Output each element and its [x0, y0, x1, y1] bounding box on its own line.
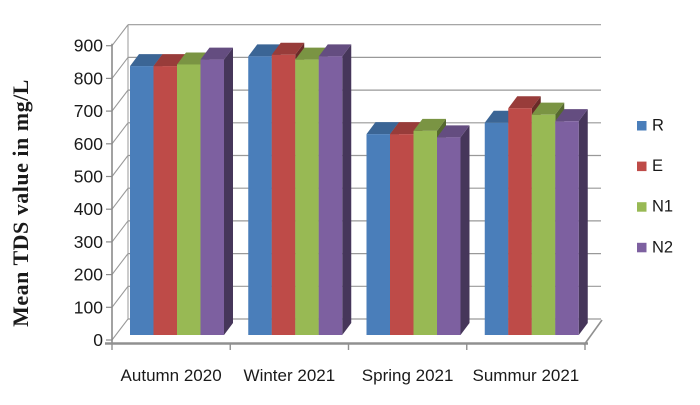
legend-swatch-N1 — [637, 202, 647, 212]
bar-R-3 — [484, 122, 509, 335]
bar-N1-3 — [531, 114, 556, 336]
bar-N2-1 — [318, 56, 343, 336]
plot-area: 0 100 200 300 400 500 600 700 800 900 Autumn 2020 W… — [74, 24, 673, 385]
y-tick-label: 500 — [74, 167, 103, 187]
y-tick-label: 200 — [74, 265, 103, 285]
bar-top-R-1 — [248, 44, 281, 57]
bar-E-0 — [153, 66, 177, 335]
bar-N1-0 — [177, 64, 201, 336]
bar-top-E-1 — [271, 42, 305, 55]
category-label-2: Spring 2021 — [362, 366, 454, 385]
legend-swatch-R — [637, 121, 647, 131]
tick-connector — [111, 285, 129, 308]
tick-connector — [111, 24, 129, 47]
tick-connector — [111, 155, 129, 177]
legend-label-R: R — [652, 117, 664, 135]
bar-top-N2-2 — [437, 125, 470, 138]
bar-top-N2-3 — [555, 109, 588, 122]
bar-E-3 — [508, 108, 532, 335]
bar-top-R-0 — [130, 54, 163, 67]
bar-side-N2-0 — [224, 47, 233, 335]
bar-top-N1-3 — [531, 102, 565, 115]
bar-top-N2-0 — [200, 47, 233, 60]
y-tick-label: 700 — [74, 101, 103, 121]
floor-right-edge — [583, 319, 603, 346]
bar-E-2 — [390, 134, 414, 335]
bar-N2-0 — [200, 59, 224, 335]
tick-connector — [111, 187, 129, 210]
legend-label-N2: N2 — [652, 238, 673, 256]
y-tick-label: 900 — [74, 36, 103, 56]
bar-top-N2-1 — [318, 44, 352, 57]
bar-N1-2 — [413, 130, 437, 335]
y-tick-label: 100 — [74, 297, 103, 317]
tick-connector — [111, 89, 129, 112]
bar-top-E-3 — [508, 96, 541, 109]
legend-label-E: E — [652, 157, 663, 175]
bar-side-N2-1 — [342, 44, 352, 336]
bar-top-N1-2 — [413, 118, 446, 131]
legend-swatch-N2 — [637, 242, 647, 253]
tick-connector — [111, 57, 129, 79]
y-tick-label: 300 — [74, 232, 103, 252]
y-tick-label: 800 — [74, 68, 103, 88]
y-axis-title: Mean TDS value in mg/L — [8, 79, 33, 327]
y-tick-label: 400 — [74, 199, 103, 219]
tick-connector — [111, 220, 129, 243]
bar-top-E-0 — [153, 54, 186, 67]
category-label-1: Winter 2021 — [244, 366, 336, 385]
bar-N1-1 — [295, 59, 319, 335]
bar-E-1 — [271, 54, 296, 336]
y-tick-label: 0 — [93, 330, 103, 350]
tick-connector — [111, 253, 129, 275]
legend-swatch-E — [637, 161, 647, 172]
tick-connector — [111, 122, 129, 145]
bar-R-1 — [248, 56, 272, 336]
tick-connector — [111, 318, 129, 341]
bar-R-0 — [130, 66, 154, 335]
bar-side-N2-3 — [578, 109, 588, 335]
bar-R-2 — [366, 134, 390, 335]
bar-top-R-2 — [366, 122, 399, 135]
legend-label-N1: N1 — [652, 198, 673, 216]
y-tick-label: 600 — [74, 134, 103, 154]
category-label-0: Autumn 2020 — [121, 366, 222, 385]
bar-side-N2-2 — [460, 125, 470, 335]
category-label-3: Summur 2021 — [472, 366, 579, 385]
bar-N2-3 — [555, 121, 579, 335]
bar-N2-2 — [437, 137, 461, 335]
